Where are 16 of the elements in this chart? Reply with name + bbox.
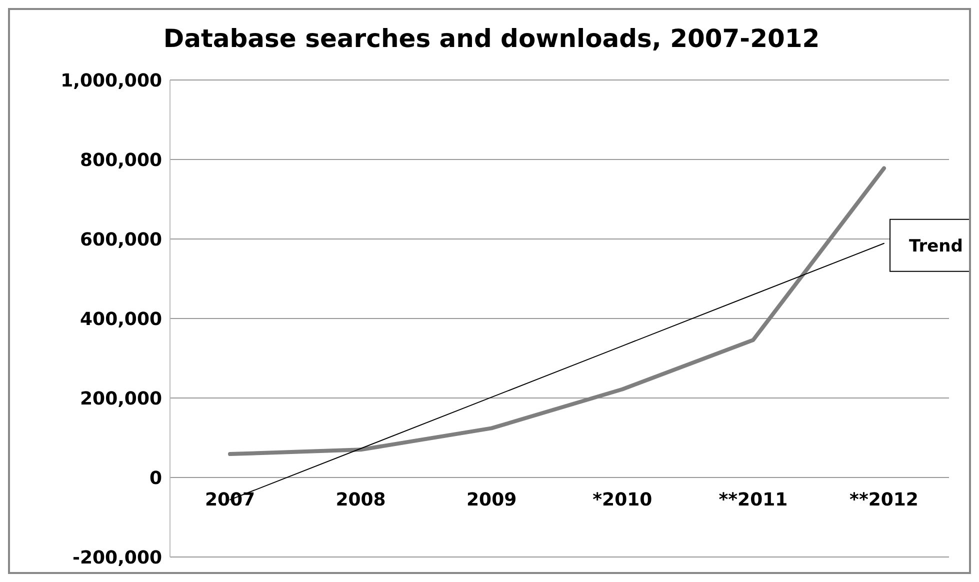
x-tick-label: *2010 [592,490,652,510]
y-tick-label: -200,000 [72,547,162,568]
x-tick-label: 2008 [336,490,386,510]
x-tick-label: 2007 [204,490,256,510]
chart-title: Database searches and downloads, 2007-2012 [162,24,821,53]
y-tick-label: 0 [149,468,162,489]
x-tick-label: 2009 [466,490,517,510]
x-tick-label: **2012 [850,490,918,510]
x-tick-label: **2011 [718,490,788,510]
y-tick-label: 600,000 [80,229,162,250]
line-series [228,166,886,456]
y-tick-label: 800,000 [80,150,162,171]
y-tick-label: 200,000 [80,388,162,410]
y-tick-label: 400,000 [80,308,162,330]
series-label: Trend [909,236,963,256]
y-tick-label: 1,000,000 [60,70,162,92]
